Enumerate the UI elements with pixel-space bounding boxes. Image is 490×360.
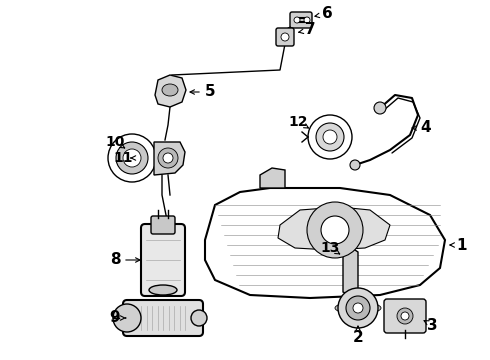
Circle shape <box>338 288 378 328</box>
Ellipse shape <box>162 84 178 96</box>
Circle shape <box>281 33 289 41</box>
Circle shape <box>116 142 148 174</box>
Circle shape <box>191 310 207 326</box>
Circle shape <box>308 115 352 159</box>
FancyBboxPatch shape <box>276 28 294 46</box>
Text: 10: 10 <box>105 135 124 149</box>
Polygon shape <box>278 207 390 250</box>
Text: 11: 11 <box>113 151 133 165</box>
Text: 1: 1 <box>457 238 467 252</box>
Circle shape <box>321 216 349 244</box>
Text: 7: 7 <box>305 22 315 37</box>
Circle shape <box>397 308 413 324</box>
Ellipse shape <box>335 302 381 314</box>
Circle shape <box>346 296 370 320</box>
Circle shape <box>323 130 337 144</box>
FancyBboxPatch shape <box>123 300 203 336</box>
Circle shape <box>316 123 344 151</box>
Text: 9: 9 <box>110 310 121 325</box>
Polygon shape <box>154 142 185 175</box>
Text: 12: 12 <box>288 115 308 129</box>
Circle shape <box>123 149 141 167</box>
Text: 8: 8 <box>110 252 121 267</box>
Text: 13: 13 <box>320 241 340 255</box>
Circle shape <box>350 160 360 170</box>
Circle shape <box>304 17 310 23</box>
Circle shape <box>163 153 173 163</box>
Text: 5: 5 <box>205 85 215 99</box>
Circle shape <box>401 312 409 320</box>
Polygon shape <box>155 75 186 107</box>
Text: 2: 2 <box>353 330 364 346</box>
FancyBboxPatch shape <box>151 216 175 234</box>
Circle shape <box>158 148 178 168</box>
Text: 6: 6 <box>321 6 332 22</box>
FancyBboxPatch shape <box>141 224 185 296</box>
Polygon shape <box>205 188 445 298</box>
Text: 3: 3 <box>427 318 437 333</box>
Text: 4: 4 <box>421 121 431 135</box>
Polygon shape <box>343 248 358 296</box>
Circle shape <box>307 202 363 258</box>
Circle shape <box>353 303 363 313</box>
Polygon shape <box>260 168 285 188</box>
FancyBboxPatch shape <box>384 299 426 333</box>
Circle shape <box>108 134 156 182</box>
Circle shape <box>294 17 300 23</box>
Circle shape <box>374 102 386 114</box>
FancyBboxPatch shape <box>290 12 312 28</box>
Circle shape <box>113 304 141 332</box>
Ellipse shape <box>149 285 177 295</box>
